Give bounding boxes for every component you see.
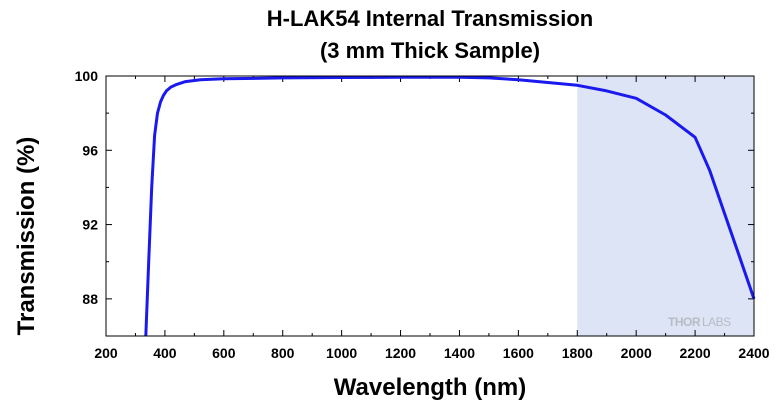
plot-frame [105,75,755,337]
x-tick-label: 2400 [738,345,769,361]
y-tick-label: 100 [75,68,99,84]
chart-title: H-LAK54 Internal Transmission [266,6,594,31]
y-tick-label: 88 [82,291,98,307]
series-line-transmission [144,75,756,337]
x-tick-label: 600 [212,345,236,361]
x-tick-label: 400 [153,345,177,361]
x-tick-label: 200 [94,345,118,361]
thorlabs-watermark: THOR [668,315,701,329]
y-axis-title: Transmission (%) [13,137,40,336]
x-axis-title: Wavelength (nm) [334,374,526,401]
x-tick-label: 1200 [385,345,416,361]
x-tick-label: 1800 [562,345,593,361]
x-tick-label: 1600 [503,345,534,361]
thorlabs-watermark-suffix: LABS [702,315,731,329]
chart-subtitle: (3 mm Thick Sample) [319,38,541,63]
shaded-region [577,76,754,336]
y-tick-label: 92 [82,217,98,233]
x-tick-label: 2000 [621,345,652,361]
x-tick-label: 1400 [444,345,475,361]
x-tick-label: 800 [271,345,295,361]
y-tick-label: 96 [82,142,98,158]
x-tick-label: 1000 [326,345,357,361]
x-tick-label: 2200 [680,345,711,361]
